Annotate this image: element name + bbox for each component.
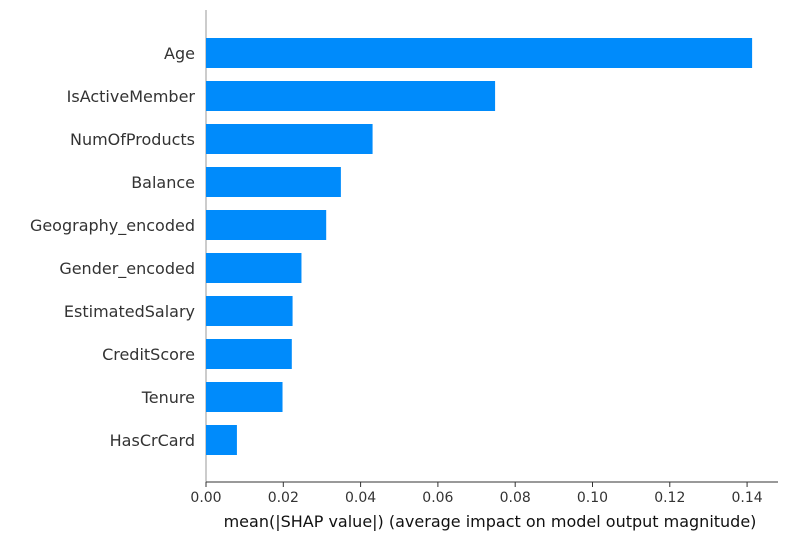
bar-hascrcard: [206, 425, 237, 455]
x-tick-label: 0.08: [500, 490, 531, 506]
feature-label-creditscore: CreditScore: [102, 345, 195, 364]
feature-label-gender-encoded: Gender_encoded: [59, 259, 195, 279]
feature-label-balance: Balance: [131, 173, 195, 192]
feature-label-estimatedsalary: EstimatedSalary: [64, 302, 195, 321]
bar-balance: [206, 167, 341, 197]
feature-label-hascrcard: HasCrCard: [110, 431, 195, 450]
feature-label-isactivemember: IsActiveMember: [67, 87, 196, 106]
bar-estimatedsalary: [206, 296, 293, 326]
feature-label-numofproducts: NumOfProducts: [70, 130, 195, 149]
feature-label-tenure: Tenure: [141, 388, 195, 407]
feature-label-age: Age: [164, 44, 195, 63]
x-tick-label: 0.02: [268, 490, 299, 506]
x-tick-label: 0.06: [422, 490, 453, 506]
x-tick-label: 0.04: [345, 490, 376, 506]
bar-gender-encoded: [206, 253, 302, 283]
x-tick-label: 0.00: [190, 490, 221, 506]
x-axis-label: mean(|SHAP value|) (average impact on mo…: [224, 512, 757, 531]
x-tick-label: 0.12: [654, 490, 685, 506]
x-tick-label: 0.10: [577, 490, 608, 506]
bar-geography-encoded: [206, 210, 327, 240]
bar-numofproducts: [206, 124, 373, 154]
bar-age: [206, 38, 753, 68]
x-tick-label: 0.14: [731, 490, 762, 506]
bar-creditscore: [206, 339, 292, 369]
bar-isactivemember: [206, 81, 496, 111]
feature-label-geography-encoded: Geography_encoded: [30, 216, 195, 236]
bar-tenure: [206, 382, 283, 412]
